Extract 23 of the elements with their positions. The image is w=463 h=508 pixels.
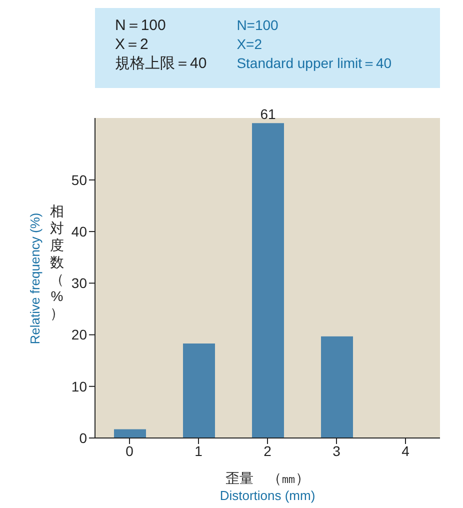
x-tick-label: 2 [264,442,272,459]
chart-subtitle: N=100 X=2 Standard upper limit＝40 [236,16,392,73]
text: Relative frequency (%) [28,212,42,344]
bar [321,336,353,438]
bar [183,344,215,438]
x-tick-label: 3 [332,442,341,459]
y-tick-label: 40 [71,224,88,240]
x-tick-label: 0 [126,442,134,459]
text: Distortions (mm) [218,488,316,503]
bar [252,123,284,438]
y-tick-label: 20 [71,326,88,343]
y-tick-label: 50 [71,172,88,188]
x-axis-title: 歪量 （㎜） [224,470,310,488]
y-tick-label: 30 [71,275,88,292]
info-panel: N＝100 X＝2 規格上限＝40 N=100 X=2 Standard upper limit＝40 [95,8,440,88]
y-axis-title: 相対度数（%） [49,203,65,322]
y-tick-label: 0 [79,430,88,446]
chart-title: N＝100 X＝2 規格上限＝40 [115,16,207,73]
x-tick-label: 1 [194,442,203,459]
x-tick-label: 4 [402,442,410,459]
data-label: 61 [260,106,276,122]
bar [114,429,146,438]
y-tick-label: 10 [71,378,88,394]
